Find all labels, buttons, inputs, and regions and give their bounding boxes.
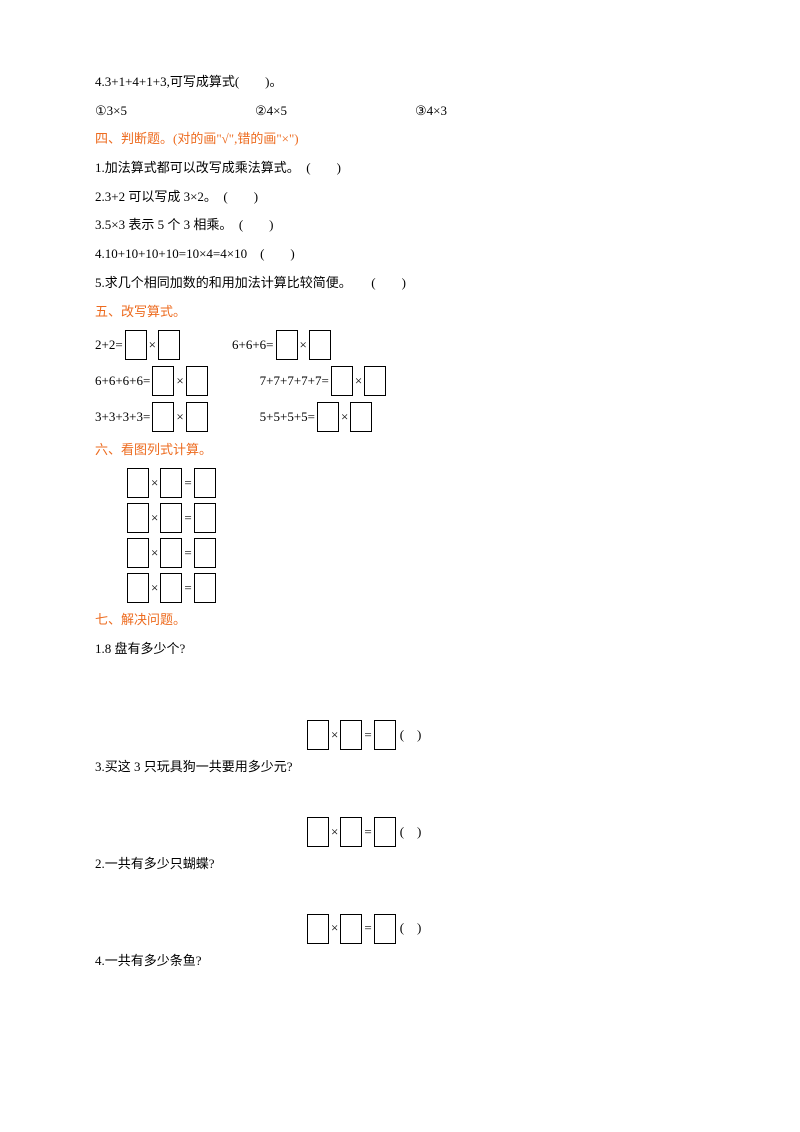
sec5-eq-2-lhs: 6+6+6= [232, 333, 274, 358]
answer-box[interactable] [186, 402, 208, 432]
sec6-expr-1: × = [125, 468, 705, 498]
equals-symbol: = [364, 916, 371, 941]
sec4-item-3: 3.5×3 表示 5 个 3 相乘。 ( ) [95, 213, 705, 238]
sec5-eq-4-lhs: 7+7+7+7+7= [260, 369, 329, 394]
answer-box[interactable] [340, 914, 362, 944]
sec7-heading: 七、解决问题。 [95, 608, 705, 633]
answer-box[interactable] [374, 817, 396, 847]
sec4-item-5: 5.求几个相同加数的和用加法计算比较简便。 ( ) [95, 271, 705, 296]
sec7-q4: 4.一共有多少条鱼? [95, 949, 705, 974]
sec6-expr-2: × = [125, 503, 705, 533]
answer-box[interactable] [350, 402, 372, 432]
answer-box[interactable] [194, 573, 216, 603]
sec5-eq-5: 3+3+3+3= × [95, 402, 210, 432]
sec6-expr-3: × = [125, 538, 705, 568]
q4-options: ①3×5 ②4×5 ③4×3 [95, 99, 705, 124]
sec5-eq-6: 5+5+5+5= × [260, 402, 375, 432]
sec4-item-1: 1.加法算式都可以改写成乘法算式。 ( ) [95, 156, 705, 181]
sec7-q3: 3.买这 3 只玩具狗一共要用多少元? [95, 755, 705, 780]
answer-box[interactable] [127, 538, 149, 568]
q4-opt-3: ③4×3 [415, 99, 575, 124]
answer-box[interactable] [160, 468, 182, 498]
sec5-eq-2: 6+6+6= × [232, 330, 333, 360]
times-symbol: × [176, 369, 183, 394]
sec7-q1-answer: × = ( ) [305, 720, 705, 750]
equals-symbol: = [184, 541, 191, 566]
sec5-heading: 五、改写算式。 [95, 300, 705, 325]
answer-box[interactable] [152, 402, 174, 432]
times-symbol: × [149, 333, 156, 358]
q4-opt-2: ②4×5 [255, 99, 415, 124]
sec7-q3-answer: × = ( ) [305, 817, 705, 847]
equals-symbol: = [364, 820, 371, 845]
sec7-q1: 1.8 盘有多少个? [95, 637, 705, 662]
sec5-eq-1: 2+2= × [95, 330, 182, 360]
sec5-row-3: 3+3+3+3= × 5+5+5+5= × [95, 402, 705, 432]
answer-box[interactable] [160, 503, 182, 533]
times-symbol: × [300, 333, 307, 358]
equals-symbol: = [184, 471, 191, 496]
unit-blank[interactable]: ( ) [400, 916, 422, 941]
answer-box[interactable] [127, 468, 149, 498]
answer-box[interactable] [317, 402, 339, 432]
equals-symbol: = [364, 723, 371, 748]
sec4-item-4: 4.10+10+10+10=10×4=4×10 ( ) [95, 242, 705, 267]
times-symbol: × [151, 471, 158, 496]
unit-blank[interactable]: ( ) [400, 820, 422, 845]
answer-box[interactable] [125, 330, 147, 360]
answer-box[interactable] [307, 914, 329, 944]
sec6-heading: 六、看图列式计算。 [95, 438, 705, 463]
equals-symbol: = [184, 576, 191, 601]
answer-box[interactable] [309, 330, 331, 360]
times-symbol: × [151, 506, 158, 531]
answer-box[interactable] [194, 503, 216, 533]
answer-box[interactable] [364, 366, 386, 396]
sec5-eq-6-lhs: 5+5+5+5= [260, 405, 315, 430]
times-symbol: × [331, 820, 338, 845]
sec5-eq-3-lhs: 6+6+6+6= [95, 369, 150, 394]
answer-box[interactable] [127, 503, 149, 533]
answer-box[interactable] [158, 330, 180, 360]
sec5-row-2: 6+6+6+6= × 7+7+7+7+7= × [95, 366, 705, 396]
answer-box[interactable] [127, 573, 149, 603]
sec6-expr-4: × = [125, 573, 705, 603]
answer-box[interactable] [276, 330, 298, 360]
times-symbol: × [355, 369, 362, 394]
answer-box[interactable] [194, 468, 216, 498]
answer-box[interactable] [340, 720, 362, 750]
sec7-q2: 2.一共有多少只蝴蝶? [95, 852, 705, 877]
sec5-eq-1-lhs: 2+2= [95, 333, 123, 358]
q4-stem: 4.3+1+4+1+3,可写成算式( )。 [95, 70, 705, 95]
sec4-heading: 四、判断题。(对的画"√",错的画"×") [95, 127, 705, 152]
answer-box[interactable] [307, 720, 329, 750]
sec5-eq-3: 6+6+6+6= × [95, 366, 210, 396]
answer-box[interactable] [307, 817, 329, 847]
times-symbol: × [341, 405, 348, 430]
answer-box[interactable] [340, 817, 362, 847]
answer-box[interactable] [160, 573, 182, 603]
equals-symbol: = [184, 506, 191, 531]
times-symbol: × [176, 405, 183, 430]
answer-box[interactable] [160, 538, 182, 568]
sec7-q2-answer: × = ( ) [305, 914, 705, 944]
sec5-eq-4: 7+7+7+7+7= × [260, 366, 389, 396]
times-symbol: × [331, 916, 338, 941]
answer-box[interactable] [194, 538, 216, 568]
sec5-eq-5-lhs: 3+3+3+3= [95, 405, 150, 430]
q4-opt-1: ①3×5 [95, 99, 255, 124]
times-symbol: × [331, 723, 338, 748]
times-symbol: × [151, 541, 158, 566]
times-symbol: × [151, 576, 158, 601]
answer-box[interactable] [186, 366, 208, 396]
answer-box[interactable] [374, 914, 396, 944]
answer-box[interactable] [331, 366, 353, 396]
unit-blank[interactable]: ( ) [400, 723, 422, 748]
sec4-item-2: 2.3+2 可以写成 3×2。 ( ) [95, 185, 705, 210]
sec5-row-1: 2+2= × 6+6+6= × [95, 330, 705, 360]
answer-box[interactable] [152, 366, 174, 396]
answer-box[interactable] [374, 720, 396, 750]
